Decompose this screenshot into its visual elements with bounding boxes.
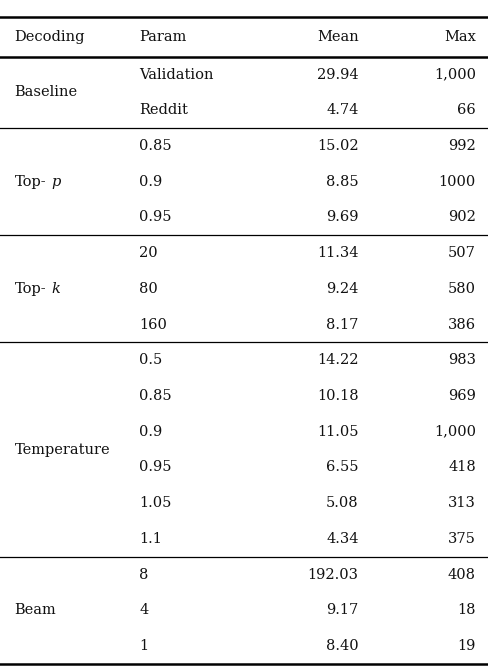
Text: 0.9: 0.9 xyxy=(139,175,163,189)
Text: 1.05: 1.05 xyxy=(139,496,171,510)
Text: 1,000: 1,000 xyxy=(434,425,476,439)
Text: 4.34: 4.34 xyxy=(326,532,359,546)
Text: 192.03: 192.03 xyxy=(307,568,359,582)
Text: 0.5: 0.5 xyxy=(139,353,163,368)
Text: 1.1: 1.1 xyxy=(139,532,162,546)
Text: Temperature: Temperature xyxy=(15,443,110,456)
Text: p: p xyxy=(51,175,61,189)
Text: 66: 66 xyxy=(457,103,476,117)
Text: 4.74: 4.74 xyxy=(326,103,359,117)
Text: 0.85: 0.85 xyxy=(139,139,172,153)
Text: 969: 969 xyxy=(448,389,476,403)
Text: Decoding: Decoding xyxy=(15,30,85,44)
Text: 11.05: 11.05 xyxy=(317,425,359,439)
Text: Validation: Validation xyxy=(139,67,214,81)
Text: 580: 580 xyxy=(448,282,476,296)
Text: 10.18: 10.18 xyxy=(317,389,359,403)
Text: Reddit: Reddit xyxy=(139,103,188,117)
Text: 9.17: 9.17 xyxy=(326,603,359,618)
Text: 0.85: 0.85 xyxy=(139,389,172,403)
Text: Mean: Mean xyxy=(317,30,359,44)
Text: 992: 992 xyxy=(448,139,476,153)
Text: 19: 19 xyxy=(457,639,476,653)
Text: 0.95: 0.95 xyxy=(139,210,172,224)
Text: 20: 20 xyxy=(139,246,158,260)
Text: 507: 507 xyxy=(448,246,476,260)
Text: Baseline: Baseline xyxy=(15,85,78,99)
Text: 9.24: 9.24 xyxy=(326,282,359,296)
Text: 1: 1 xyxy=(139,639,148,653)
Text: 14.22: 14.22 xyxy=(317,353,359,368)
Text: Beam: Beam xyxy=(15,603,57,618)
Text: 983: 983 xyxy=(448,353,476,368)
Text: 902: 902 xyxy=(448,210,476,224)
Text: k: k xyxy=(51,282,60,296)
Text: 8.17: 8.17 xyxy=(326,318,359,331)
Text: 11.34: 11.34 xyxy=(317,246,359,260)
Text: 0.9: 0.9 xyxy=(139,425,163,439)
Text: 386: 386 xyxy=(447,318,476,331)
Text: 1000: 1000 xyxy=(439,175,476,189)
Text: 8.85: 8.85 xyxy=(326,175,359,189)
Text: 408: 408 xyxy=(448,568,476,582)
Text: 418: 418 xyxy=(448,460,476,474)
Text: Max: Max xyxy=(444,30,476,44)
Text: Top-: Top- xyxy=(15,175,46,189)
Text: 375: 375 xyxy=(448,532,476,546)
Text: 1,000: 1,000 xyxy=(434,67,476,81)
Text: 9.69: 9.69 xyxy=(326,210,359,224)
Text: 0.95: 0.95 xyxy=(139,460,172,474)
Text: 8.40: 8.40 xyxy=(326,639,359,653)
Text: 5.08: 5.08 xyxy=(326,496,359,510)
Text: Top-: Top- xyxy=(15,282,46,296)
Text: 15.02: 15.02 xyxy=(317,139,359,153)
Text: 4: 4 xyxy=(139,603,148,618)
Text: 313: 313 xyxy=(448,496,476,510)
Text: 6.55: 6.55 xyxy=(326,460,359,474)
Text: 160: 160 xyxy=(139,318,167,331)
Text: 8: 8 xyxy=(139,568,148,582)
Text: 80: 80 xyxy=(139,282,158,296)
Text: Param: Param xyxy=(139,30,186,44)
Text: 18: 18 xyxy=(457,603,476,618)
Text: 29.94: 29.94 xyxy=(317,67,359,81)
